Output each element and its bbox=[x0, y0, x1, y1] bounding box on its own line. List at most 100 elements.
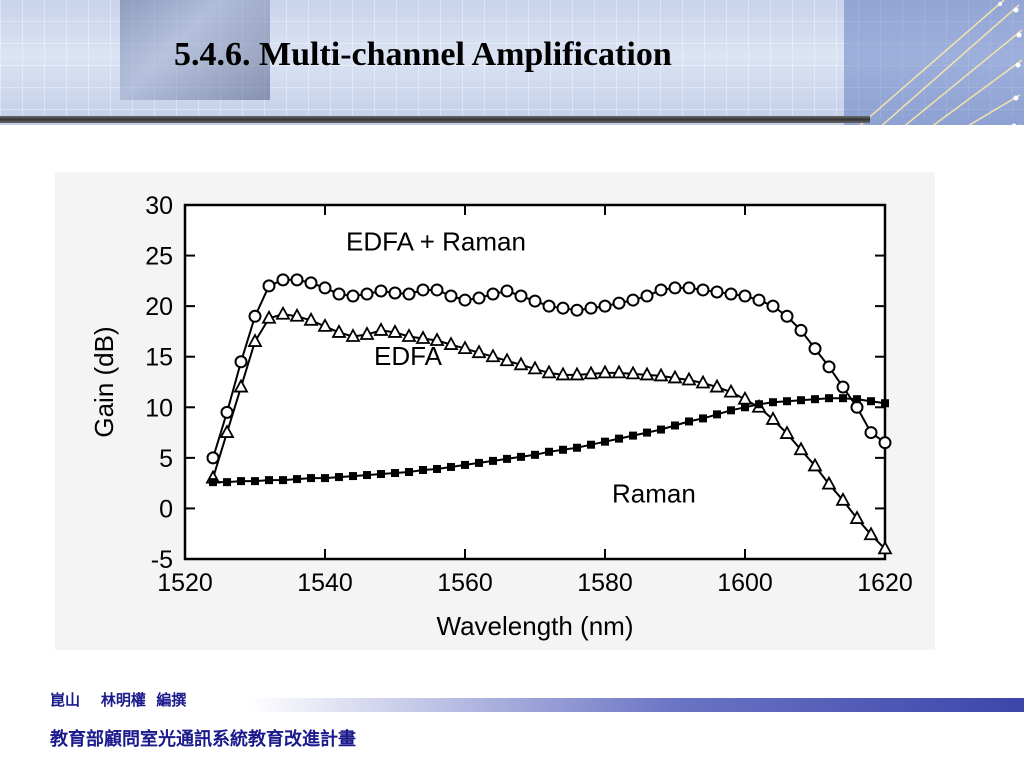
data-point bbox=[304, 276, 318, 290]
y-tick-label: 30 bbox=[145, 192, 173, 220]
data-point bbox=[500, 284, 514, 298]
data-point bbox=[793, 441, 809, 456]
data-point bbox=[822, 360, 836, 374]
data-point bbox=[640, 289, 654, 303]
data-point bbox=[807, 457, 823, 472]
data-point bbox=[419, 465, 427, 474]
data-point bbox=[303, 311, 319, 326]
data-point bbox=[601, 437, 609, 446]
data-point bbox=[797, 396, 805, 405]
data-point bbox=[219, 424, 235, 438]
data-point bbox=[681, 371, 697, 386]
data-point bbox=[727, 406, 735, 415]
data-point bbox=[654, 283, 668, 297]
data-point bbox=[321, 474, 329, 483]
data-point bbox=[695, 374, 711, 389]
data-point bbox=[279, 476, 287, 485]
data-point bbox=[262, 279, 276, 293]
data-point bbox=[332, 287, 346, 301]
data-point bbox=[513, 356, 529, 371]
data-point bbox=[542, 299, 556, 313]
data-point bbox=[489, 456, 497, 465]
data-point bbox=[416, 283, 430, 297]
footer-gradient-band bbox=[250, 698, 1024, 712]
x-tick-label: 1580 bbox=[577, 569, 633, 597]
page-title: 5.4.6. Multi-channel Amplification bbox=[174, 36, 672, 73]
data-point bbox=[559, 445, 567, 454]
data-point bbox=[881, 399, 889, 408]
gain-chart: 1520 1540 1560 1580 1600 1620 -5 0 5 10 15 20 25 30 Wa… bbox=[55, 172, 935, 650]
data-point bbox=[531, 450, 539, 459]
data-point bbox=[234, 355, 248, 369]
data-point bbox=[723, 383, 739, 398]
y-tick-label: 25 bbox=[145, 243, 173, 271]
data-point bbox=[555, 366, 571, 381]
data-point bbox=[741, 403, 749, 412]
data-point bbox=[237, 477, 245, 486]
data-point bbox=[780, 309, 794, 323]
data-point bbox=[293, 475, 301, 484]
data-point bbox=[849, 510, 865, 524]
y-tick-label: 0 bbox=[159, 495, 173, 523]
data-point bbox=[290, 273, 304, 287]
data-point bbox=[878, 436, 892, 450]
data-point bbox=[251, 477, 259, 486]
data-point bbox=[499, 352, 515, 367]
data-point bbox=[220, 405, 234, 419]
data-point bbox=[331, 324, 347, 338]
data-point bbox=[223, 478, 231, 487]
data-point bbox=[318, 281, 332, 295]
data-point bbox=[247, 333, 263, 347]
data-point bbox=[643, 428, 651, 437]
data-point bbox=[710, 285, 724, 299]
x-tick-label: 1620 bbox=[857, 569, 913, 597]
data-point bbox=[569, 366, 585, 381]
data-point bbox=[612, 296, 626, 310]
data-point bbox=[377, 470, 385, 479]
data-point bbox=[503, 454, 511, 463]
data-point bbox=[545, 447, 553, 456]
data-point bbox=[626, 293, 640, 307]
data-point bbox=[755, 400, 763, 409]
data-point bbox=[615, 434, 623, 443]
data-point bbox=[349, 472, 357, 481]
y-tick-label: -5 bbox=[151, 546, 173, 574]
y-tick-label: 5 bbox=[159, 445, 173, 473]
footer-project: 教育部顧問室光通訊系統教育改進計畫 bbox=[50, 729, 356, 750]
data-point bbox=[209, 478, 217, 487]
data-point bbox=[867, 397, 875, 406]
data-point bbox=[685, 417, 693, 426]
data-point bbox=[863, 526, 879, 541]
data-point bbox=[724, 287, 738, 301]
data-point bbox=[587, 440, 595, 449]
slide-header bbox=[0, 0, 1024, 125]
header-divider bbox=[0, 116, 870, 123]
data-point bbox=[835, 491, 851, 506]
data-point bbox=[206, 451, 220, 465]
data-point bbox=[671, 421, 679, 430]
data-point bbox=[275, 305, 291, 320]
data-point bbox=[447, 462, 455, 471]
data-point bbox=[289, 307, 305, 322]
data-point bbox=[597, 364, 613, 379]
data-point bbox=[556, 301, 570, 315]
data-point bbox=[583, 365, 599, 380]
data-point bbox=[769, 398, 777, 407]
data-point bbox=[682, 281, 696, 295]
data-point bbox=[527, 360, 543, 375]
data-point bbox=[738, 289, 752, 303]
data-point bbox=[811, 395, 819, 404]
data-point bbox=[839, 394, 847, 403]
data-point bbox=[573, 443, 581, 452]
data-point bbox=[307, 474, 315, 483]
data-point bbox=[570, 303, 584, 317]
data-point bbox=[457, 340, 473, 355]
data-point bbox=[461, 460, 469, 469]
data-point bbox=[836, 380, 850, 394]
data-point bbox=[317, 317, 333, 332]
data-point bbox=[388, 286, 402, 300]
data-point bbox=[276, 273, 290, 287]
data-point bbox=[850, 400, 864, 414]
data-point bbox=[429, 332, 445, 346]
data-point bbox=[653, 367, 669, 382]
